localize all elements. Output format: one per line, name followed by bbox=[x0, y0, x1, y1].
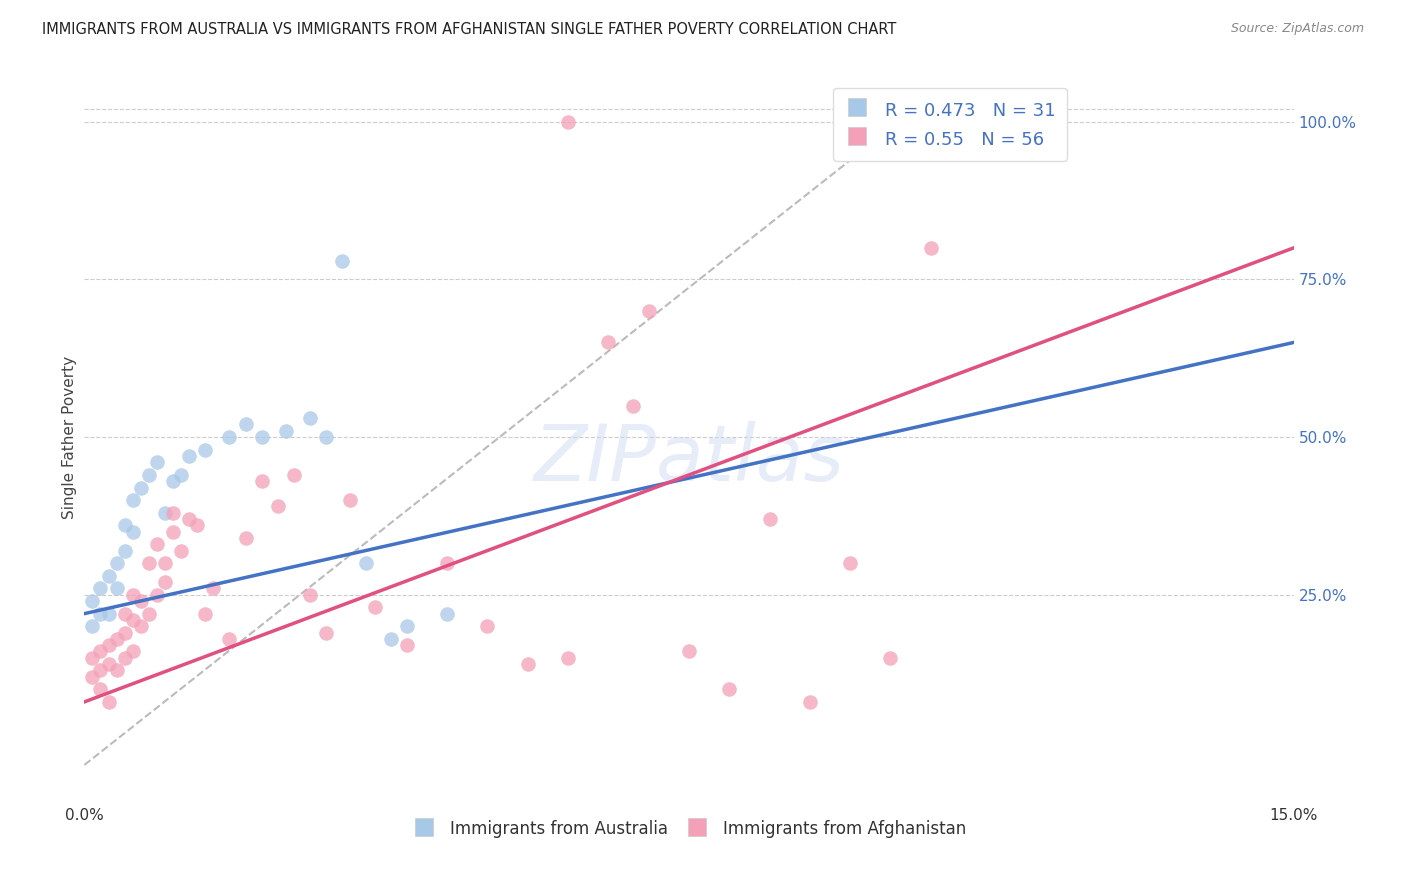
Point bbox=[97, 569, 120, 583]
Point bbox=[283, 467, 305, 482]
Point bbox=[274, 424, 297, 438]
Point bbox=[621, 399, 644, 413]
Point bbox=[799, 695, 821, 709]
Point bbox=[718, 682, 741, 697]
Point bbox=[153, 506, 176, 520]
Point bbox=[235, 531, 257, 545]
Point bbox=[121, 524, 143, 539]
Point bbox=[299, 411, 322, 425]
Point bbox=[315, 430, 337, 444]
Point bbox=[758, 512, 780, 526]
Point bbox=[114, 625, 136, 640]
Point bbox=[380, 632, 402, 646]
Point bbox=[82, 619, 104, 633]
Point bbox=[162, 506, 184, 520]
Point bbox=[129, 619, 152, 633]
Point bbox=[436, 607, 458, 621]
Point bbox=[235, 417, 257, 432]
Point bbox=[315, 625, 337, 640]
Legend: Immigrants from Australia, Immigrants from Afghanistan: Immigrants from Australia, Immigrants fr… bbox=[405, 812, 973, 846]
Point bbox=[114, 543, 136, 558]
Y-axis label: Single Father Poverty: Single Father Poverty bbox=[62, 356, 77, 518]
Point bbox=[89, 607, 111, 621]
Point bbox=[105, 664, 128, 678]
Point bbox=[105, 582, 128, 596]
Point bbox=[162, 474, 184, 488]
Point bbox=[82, 650, 104, 665]
Point bbox=[121, 613, 143, 627]
Point bbox=[162, 524, 184, 539]
Text: IMMIGRANTS FROM AUSTRALIA VS IMMIGRANTS FROM AFGHANISTAN SINGLE FATHER POVERTY C: IMMIGRANTS FROM AUSTRALIA VS IMMIGRANTS … bbox=[42, 22, 897, 37]
Text: ZIPatlas: ZIPatlas bbox=[533, 421, 845, 497]
Point bbox=[395, 638, 418, 652]
Point bbox=[186, 518, 208, 533]
Point bbox=[146, 455, 169, 469]
Point bbox=[637, 304, 659, 318]
Point bbox=[105, 556, 128, 570]
Point bbox=[97, 657, 120, 671]
Point bbox=[114, 518, 136, 533]
Point bbox=[557, 115, 579, 129]
Point bbox=[129, 481, 152, 495]
Point bbox=[153, 575, 176, 590]
Point bbox=[82, 594, 104, 608]
Point bbox=[82, 670, 104, 684]
Point bbox=[194, 607, 217, 621]
Point bbox=[97, 638, 120, 652]
Text: Source: ZipAtlas.com: Source: ZipAtlas.com bbox=[1230, 22, 1364, 36]
Point bbox=[839, 556, 862, 570]
Point bbox=[516, 657, 538, 671]
Point bbox=[89, 664, 111, 678]
Point bbox=[339, 493, 361, 508]
Point bbox=[598, 335, 620, 350]
Point bbox=[202, 582, 225, 596]
Point bbox=[89, 644, 111, 658]
Point bbox=[121, 588, 143, 602]
Point bbox=[477, 619, 499, 633]
Point bbox=[557, 650, 579, 665]
Point bbox=[436, 556, 458, 570]
Point bbox=[879, 650, 901, 665]
Point bbox=[89, 582, 111, 596]
Point bbox=[250, 430, 273, 444]
Point bbox=[121, 493, 143, 508]
Point bbox=[179, 512, 201, 526]
Point bbox=[146, 537, 169, 551]
Point bbox=[218, 430, 240, 444]
Point bbox=[138, 467, 160, 482]
Point bbox=[179, 449, 201, 463]
Point bbox=[129, 594, 152, 608]
Point bbox=[138, 556, 160, 570]
Point bbox=[250, 474, 273, 488]
Point bbox=[363, 600, 385, 615]
Point bbox=[678, 644, 700, 658]
Point bbox=[920, 241, 942, 255]
Point bbox=[218, 632, 240, 646]
Point bbox=[395, 619, 418, 633]
Point bbox=[138, 607, 160, 621]
Point bbox=[267, 500, 290, 514]
Point bbox=[299, 588, 322, 602]
Point bbox=[114, 650, 136, 665]
Point bbox=[194, 442, 217, 457]
Point bbox=[146, 588, 169, 602]
Point bbox=[105, 632, 128, 646]
Point bbox=[97, 695, 120, 709]
Point bbox=[114, 607, 136, 621]
Point bbox=[330, 253, 353, 268]
Point bbox=[121, 644, 143, 658]
Point bbox=[89, 682, 111, 697]
Point bbox=[356, 556, 378, 570]
Point bbox=[97, 607, 120, 621]
Point bbox=[170, 543, 193, 558]
Point bbox=[153, 556, 176, 570]
Point bbox=[170, 467, 193, 482]
